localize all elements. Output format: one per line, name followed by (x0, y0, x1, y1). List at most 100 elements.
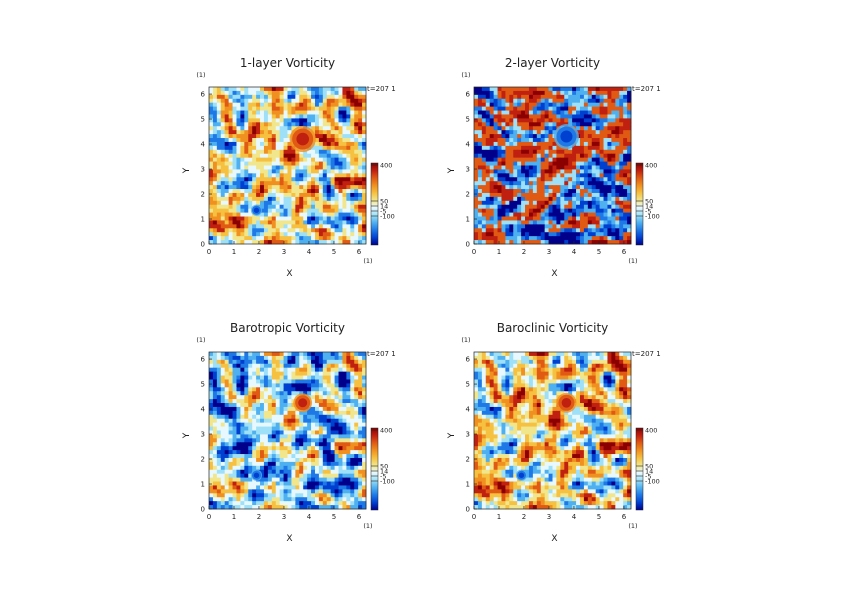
x-tick-label: 1 (232, 513, 236, 521)
colorbar-label: -100 (380, 478, 395, 486)
x-tick-label: 6 (357, 513, 362, 521)
y-axis-label: Y (182, 432, 192, 439)
x-tick-label: 0 (207, 513, 211, 521)
colorbar-label: 50 (645, 463, 653, 471)
x-tick-label: 4 (307, 248, 312, 256)
y-axis-label: Y (447, 167, 457, 174)
y-unit-label: (1) (461, 336, 470, 344)
colorbar-label: -5 (380, 208, 386, 216)
negative-vortex (553, 124, 579, 150)
x-tick-label: 2 (522, 513, 526, 521)
panel-title: Barotropic Vorticity (230, 321, 345, 335)
y-unit-label: (1) (461, 71, 470, 79)
y-tick-label: 5 (201, 381, 205, 389)
x-axis-label: X (286, 534, 292, 544)
plot-frame (208, 351, 367, 510)
colorbar-label: 50 (380, 198, 388, 206)
y-tick-label: 2 (466, 191, 470, 199)
x-tick-label: 5 (332, 513, 336, 521)
colorbar-label: -100 (380, 213, 395, 221)
y-tick-label: 1 (201, 216, 205, 224)
vorticity-field (474, 87, 632, 245)
y-tick-label: 6 (466, 356, 471, 364)
x-tick-label: 3 (547, 248, 551, 256)
y-tick-label: 1 (201, 481, 205, 489)
y-tick-label: 3 (201, 166, 205, 174)
colorbar-label: 50 (380, 463, 388, 471)
colorbar-label: 400 (645, 162, 657, 170)
colorbar-label: 14 (645, 468, 653, 476)
panel-title: 2-layer Vorticity (505, 56, 600, 70)
x-axis-label: X (551, 534, 557, 544)
x-unit-label: (1) (628, 257, 637, 265)
colorbar (370, 427, 379, 511)
panel-title: 1-layer Vorticity (240, 56, 335, 70)
colorbar-label: 400 (645, 427, 657, 435)
vorticity-panel: Barotropic Vorticity 0 1 2 3 4 5 6 0 1 2 3 4 5 6 X Y (1) (… (182, 321, 396, 544)
x-tick-label: 6 (622, 248, 627, 256)
colorbar (635, 427, 644, 511)
y-tick-label: 4 (201, 141, 206, 149)
y-tick-label: 6 (201, 356, 206, 364)
colorbar-label: 400 (380, 427, 392, 435)
y-tick-label: 5 (201, 116, 205, 124)
time-label: t=207 1 (632, 350, 661, 358)
plot-frame (473, 351, 632, 510)
colorbar-label: -5 (645, 473, 651, 481)
y-unit-label: (1) (196, 71, 205, 79)
x-tick-label: 3 (282, 513, 286, 521)
y-tick-label: 6 (466, 91, 471, 99)
y-tick-label: 4 (201, 406, 206, 414)
vorticity-panel: 1-layer Vorticity 0 1 2 3 4 5 6 0 1 2 3 4 5 6 X Y (1) (1) t… (182, 56, 396, 279)
y-tick-label: 6 (201, 91, 206, 99)
x-tick-label: 1 (497, 513, 501, 521)
x-tick-label: 0 (472, 248, 476, 256)
colorbar-label: -100 (645, 213, 660, 221)
y-tick-label: 3 (466, 166, 470, 174)
x-tick-label: 0 (472, 513, 476, 521)
x-tick-label: 1 (497, 248, 501, 256)
y-axis-label: Y (182, 167, 192, 174)
y-tick-label: 4 (466, 141, 471, 149)
x-tick-label: 2 (257, 248, 261, 256)
vorticity-panel: Baroclinic Vorticity 0 1 2 3 4 5 6 0 1 2 3 4 5 6 X Y (1) (… (447, 321, 661, 544)
time-label: t=207 1 (632, 85, 661, 93)
colorbar-label: -5 (380, 473, 386, 481)
y-tick-label: 2 (201, 456, 205, 464)
x-unit-label: (1) (363, 522, 372, 530)
colorbar-label: 14 (645, 203, 653, 211)
y-tick-label: 2 (201, 191, 205, 199)
x-tick-label: 4 (572, 513, 577, 521)
x-tick-label: 4 (307, 513, 312, 521)
x-tick-label: 5 (597, 248, 601, 256)
x-axis-label: X (286, 269, 292, 279)
vorticity-field (209, 352, 367, 510)
colorbar-label: 400 (380, 162, 392, 170)
plot-frame (473, 86, 632, 245)
y-tick-label: 0 (466, 241, 470, 249)
colorbar-label: 14 (380, 468, 388, 476)
positive-vortex (289, 125, 316, 153)
y-tick-label: 3 (201, 431, 205, 439)
colorbar-label: -5 (645, 208, 651, 216)
x-unit-label: (1) (363, 257, 372, 265)
colorbar (370, 162, 379, 246)
x-tick-label: 5 (597, 513, 601, 521)
y-axis-label: Y (447, 432, 457, 439)
y-unit-label: (1) (196, 336, 205, 344)
negative-vortex (250, 204, 263, 216)
negative-vortex (515, 469, 528, 481)
x-unit-label: (1) (628, 522, 637, 530)
colorbar (635, 162, 644, 246)
x-tick-label: 3 (282, 248, 286, 256)
x-tick-label: 5 (332, 248, 336, 256)
negative-vortex (250, 469, 263, 481)
y-tick-label: 3 (466, 431, 470, 439)
x-tick-label: 6 (622, 513, 627, 521)
y-tick-label: 4 (466, 406, 471, 414)
panel-title: Baroclinic Vorticity (497, 321, 609, 335)
positive-vortex (556, 392, 577, 413)
x-tick-label: 1 (232, 248, 236, 256)
y-tick-label: 1 (466, 481, 470, 489)
y-tick-label: 0 (466, 506, 470, 514)
